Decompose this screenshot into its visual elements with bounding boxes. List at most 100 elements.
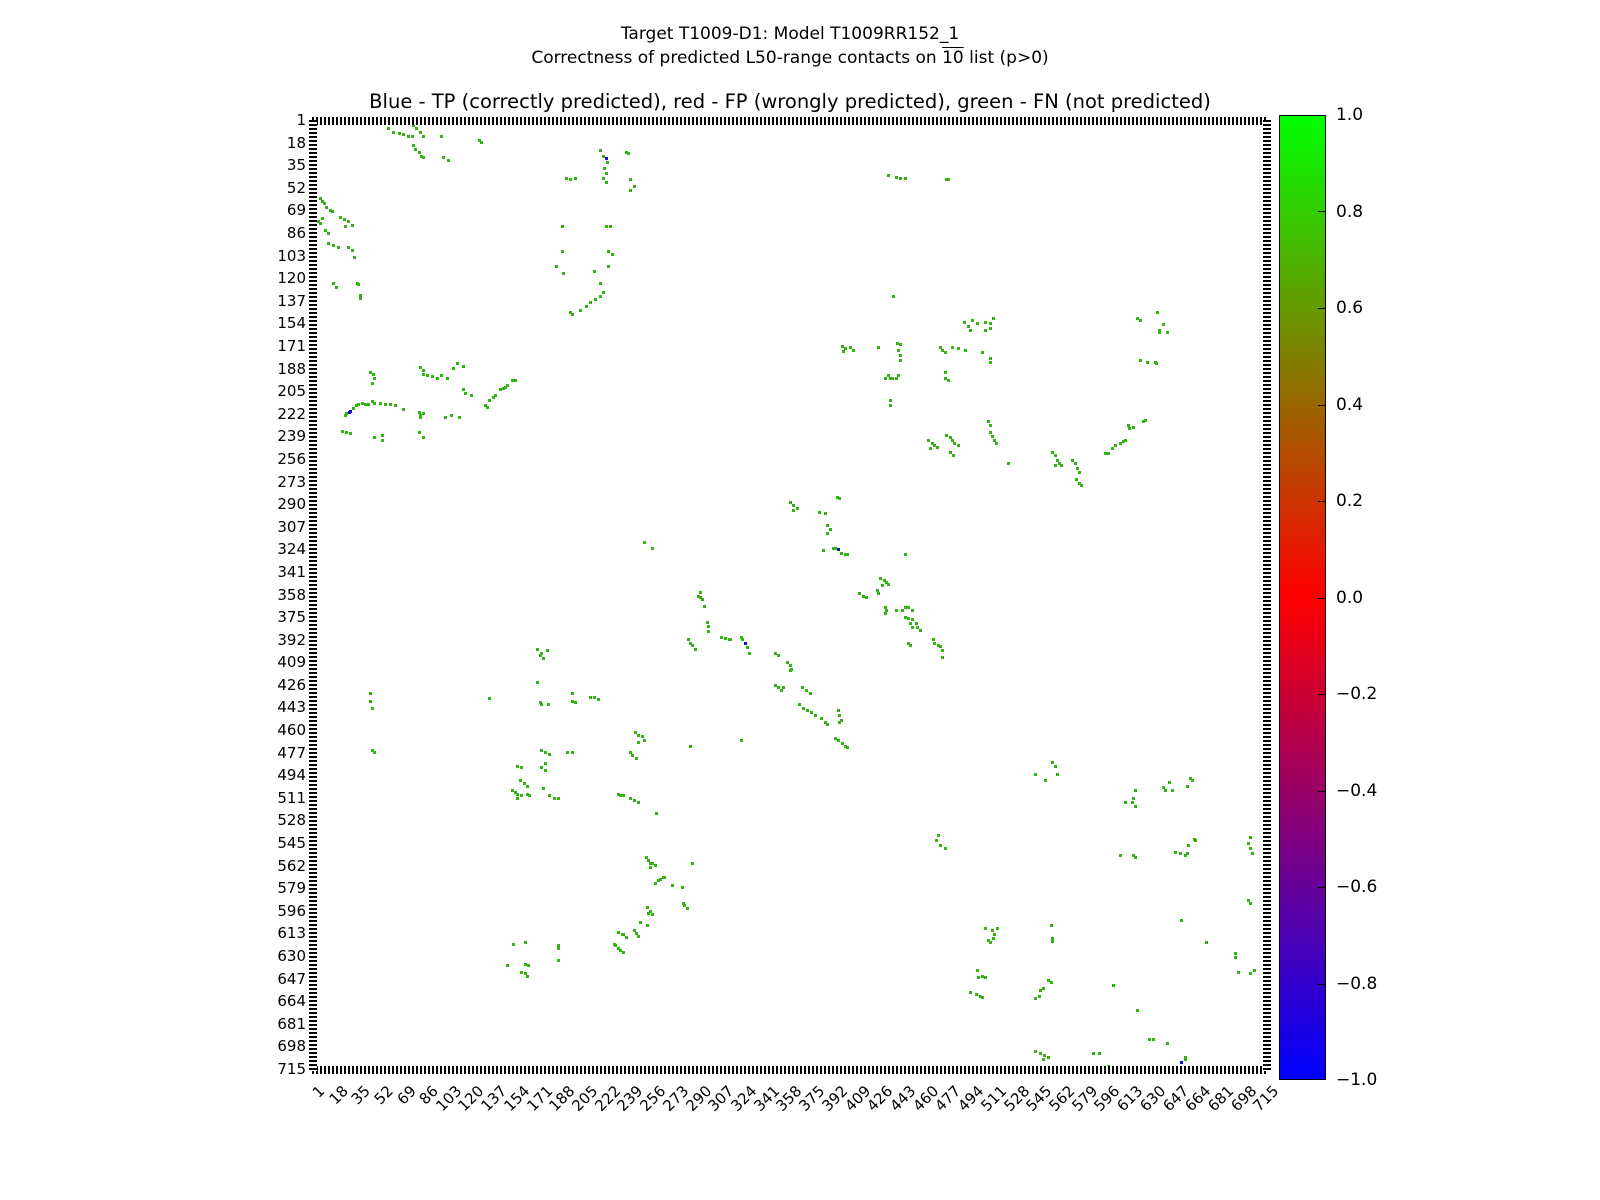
scatter-point	[599, 149, 603, 153]
scatter-point	[648, 861, 652, 865]
colorbar-tick-label: 1.0	[1336, 105, 1364, 125]
scatter-point	[579, 308, 583, 312]
y-tick-label: 409	[277, 653, 306, 672]
y-tick-label: 494	[277, 766, 306, 785]
scatter-point	[989, 941, 993, 945]
colorbar-tick-label: −0.8	[1336, 973, 1378, 994]
scatter-point	[345, 431, 349, 435]
scatter-point	[369, 699, 373, 703]
scatter-point	[338, 215, 342, 219]
scatter-point	[322, 202, 326, 206]
scatter-point	[647, 912, 651, 916]
scatter-point	[488, 696, 492, 700]
scatter-point	[795, 506, 799, 510]
y-tick-label: 477	[277, 743, 306, 762]
scatter-point	[818, 510, 822, 514]
scatter-point	[1080, 484, 1084, 488]
scatter-point	[536, 647, 540, 651]
y-tick-label: 239	[277, 427, 306, 446]
scatter-point	[648, 865, 652, 869]
scatter-point	[1185, 784, 1189, 788]
scatter-point	[981, 974, 985, 978]
scatter-point	[886, 174, 890, 178]
scatter-point	[875, 589, 879, 593]
scatter-point	[814, 714, 818, 718]
scatter-point	[901, 609, 905, 613]
scatter-point	[421, 134, 425, 138]
scatter-point	[1191, 779, 1195, 783]
y-tick-label: 647	[277, 969, 306, 988]
scatter-point	[903, 553, 907, 557]
scatter-point	[552, 796, 556, 800]
y-tick-label: 460	[277, 721, 306, 740]
scatter-point	[1184, 1055, 1188, 1059]
scatter-point	[1164, 788, 1168, 792]
scatter-point	[898, 359, 902, 363]
scatter-point	[843, 553, 847, 557]
scatter-point	[841, 344, 845, 348]
scatter-point	[541, 656, 545, 660]
scatter-point	[886, 373, 890, 377]
scatter-point	[826, 524, 830, 528]
y-tick-label: 290	[277, 495, 306, 514]
scatter-point	[903, 606, 907, 610]
figure-suptitle: Target T1009-D1: Model T1009RR152_1 Corr…	[0, 22, 1580, 70]
y-tick-label: 375	[277, 608, 306, 627]
scatter-point	[341, 429, 345, 433]
scatter-point	[604, 157, 608, 161]
scatter-point	[516, 764, 520, 768]
scatter-point	[978, 994, 982, 998]
colorbar-tick-mark	[1318, 308, 1325, 309]
scatter-point	[592, 695, 596, 699]
scatter-point	[646, 924, 650, 928]
scatter-point	[353, 255, 357, 259]
scatter-point	[1157, 328, 1161, 332]
x-tick-label: 715	[1249, 1082, 1283, 1115]
scatter-point	[461, 364, 465, 368]
scatter-point	[883, 376, 887, 380]
scatter-point	[1070, 458, 1074, 462]
scatter-point	[883, 611, 887, 615]
scatter-point	[344, 225, 348, 228]
y-tick-label: 392	[277, 630, 306, 649]
scatter-point	[966, 324, 970, 328]
scatter-point	[943, 847, 947, 851]
scatter-point	[989, 431, 993, 435]
y-tick-label: 426	[277, 675, 306, 694]
colorbar-tick-mark	[1318, 598, 1325, 599]
scatter-point	[747, 651, 751, 655]
scatter-point	[1046, 1055, 1050, 1059]
scatter-point	[373, 436, 377, 440]
scatter-point	[334, 286, 338, 290]
scatter-point	[834, 736, 838, 740]
scatter-point	[346, 246, 350, 250]
scatter-point	[651, 861, 655, 865]
scatter-point	[829, 528, 833, 532]
scatter-point	[621, 793, 625, 797]
scatter-point	[1050, 760, 1054, 764]
scatter-point	[696, 594, 700, 598]
scatter-point	[910, 609, 914, 613]
scatter-point	[974, 993, 978, 997]
scatter-point	[806, 708, 810, 712]
scatter-point	[607, 264, 611, 268]
scatter-point	[1171, 788, 1175, 792]
scatter-point	[456, 361, 460, 365]
scatter-point	[370, 707, 374, 711]
scatter-point	[601, 154, 605, 158]
scatter-point	[643, 739, 647, 743]
scatter-point	[354, 404, 358, 408]
scatter-point	[457, 416, 461, 420]
scatter-point	[493, 393, 497, 397]
scatter-point	[601, 291, 605, 295]
scatter-point	[373, 376, 377, 380]
scatter-point	[837, 708, 841, 712]
scatter-point	[601, 177, 605, 181]
scatter-point	[332, 243, 336, 247]
scatter-point	[539, 700, 543, 704]
scatter-point	[397, 131, 401, 135]
scatter-point	[321, 199, 325, 203]
scatter-point	[941, 655, 945, 659]
scatter-point	[628, 751, 632, 755]
scatter-point	[1157, 331, 1161, 335]
